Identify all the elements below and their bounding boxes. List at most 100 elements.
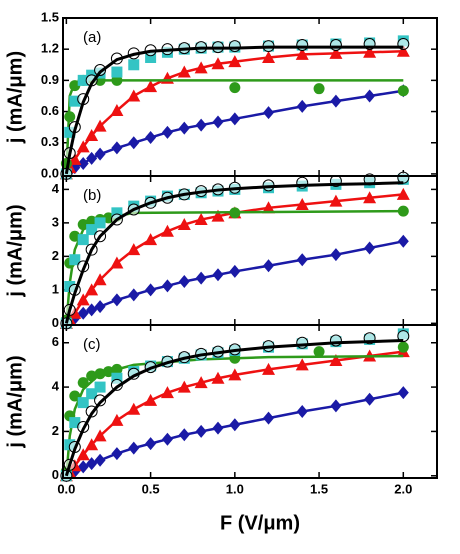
point [212, 115, 224, 129]
point [93, 273, 107, 286]
point [76, 293, 90, 306]
point [211, 209, 225, 222]
panel: 0 2 4 6 0.0 0.5 1.0 1.5 2.0 (c) j (mA/μm) F (V/μm) [4, 324, 438, 534]
point [229, 264, 241, 278]
point [178, 274, 190, 288]
point [86, 303, 98, 317]
point [313, 83, 325, 95]
point [195, 118, 207, 132]
point [194, 213, 208, 226]
point [160, 224, 174, 237]
point [110, 256, 124, 269]
series-line [65, 391, 404, 477]
y-tick-label: 2 [52, 248, 59, 263]
point [77, 74, 89, 86]
y-tick-label: 0.6 [41, 103, 59, 118]
point [229, 418, 241, 432]
point [77, 157, 89, 171]
point [85, 438, 99, 451]
plot-frame [62, 324, 438, 479]
y-tick-label: 1.2 [41, 41, 59, 56]
point [77, 306, 89, 320]
point [94, 381, 106, 393]
y-tick-label: 0 [52, 467, 59, 482]
point [397, 341, 409, 353]
point [228, 368, 242, 381]
point [212, 268, 224, 282]
panel-label: (a) [83, 29, 101, 46]
point [111, 66, 123, 78]
y-tick-label: 0 [52, 315, 59, 330]
point [160, 386, 174, 399]
point [295, 197, 309, 210]
series-line [65, 79, 404, 174]
point [94, 394, 107, 407]
point [178, 121, 190, 135]
y-tick-label: 6 [52, 334, 59, 349]
y-axis-label: j (mA/μm) [4, 204, 26, 297]
point [77, 397, 89, 409]
y-tick-label: 2 [52, 423, 59, 438]
point [364, 89, 376, 103]
point [94, 217, 106, 229]
series-line [64, 45, 404, 175]
point [262, 201, 276, 214]
point [85, 283, 99, 296]
point [330, 248, 342, 262]
point [161, 279, 173, 293]
point [296, 99, 308, 113]
point [263, 259, 275, 273]
point [228, 55, 242, 68]
point [194, 61, 208, 74]
y-tick-label: 0.0 [41, 165, 59, 180]
point [195, 424, 207, 438]
point [194, 376, 208, 389]
series-line [65, 240, 404, 325]
point [329, 39, 342, 52]
point [128, 441, 140, 455]
point [69, 417, 81, 429]
point [93, 429, 107, 442]
point [364, 241, 376, 255]
point [86, 151, 98, 165]
y-tick-label: 1.5 [41, 9, 59, 24]
point [85, 128, 99, 141]
point [144, 233, 158, 246]
y-tick-label: 4 [52, 379, 60, 394]
y-tick-label: 4 [52, 181, 60, 196]
panel: 0 1 2 3 4 (b) j (mA/μm) [4, 171, 438, 330]
point [69, 254, 81, 266]
point [77, 234, 89, 246]
point [111, 293, 123, 307]
point [396, 187, 410, 200]
y-axis-label: j (mA/μm) [4, 355, 26, 448]
point [263, 411, 275, 425]
point [396, 44, 410, 57]
point [144, 393, 158, 406]
point [94, 300, 106, 314]
point [110, 413, 124, 426]
point [86, 224, 98, 236]
y-axis-label: j (mA/μm) [4, 51, 26, 144]
point [111, 207, 123, 219]
point [69, 95, 81, 107]
x-tick-label: 1.5 [310, 481, 328, 496]
point [111, 447, 123, 461]
point [177, 380, 191, 393]
panel: 0.0 0.3 0.6 0.9 1.2 1.5 (a) j (mA/μm) [4, 9, 438, 181]
point [397, 386, 409, 400]
point [145, 437, 157, 451]
point [229, 112, 241, 126]
point [296, 253, 308, 267]
point [128, 136, 140, 150]
point [69, 390, 81, 402]
point [127, 89, 141, 102]
point [177, 218, 191, 231]
panel-label: (c) [83, 336, 101, 353]
point [211, 371, 225, 384]
point [64, 126, 76, 138]
point [161, 432, 173, 446]
point [364, 392, 376, 406]
point [145, 283, 157, 297]
x-axis-label: F (V/μm) [220, 512, 300, 534]
